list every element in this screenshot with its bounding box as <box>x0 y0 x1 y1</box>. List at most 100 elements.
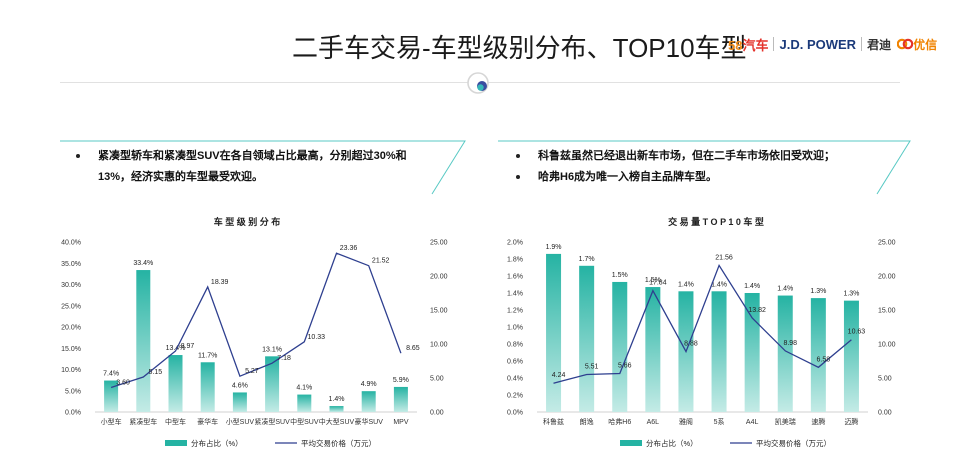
y-left-tick-label: 2.0% <box>507 240 523 247</box>
line-value-label: 8.88 <box>684 341 698 348</box>
legend-line-label: 平均交易价格（万元） <box>756 438 831 448</box>
y-right-tick-label: 25.00 <box>878 240 896 247</box>
chart-title: 车 型 级 别 分 布 <box>214 216 281 227</box>
bar <box>200 362 215 412</box>
logo-youxin: 优信 <box>913 37 938 52</box>
y-right-tick-label: 0.00 <box>878 410 892 417</box>
logo-jd-power: J.D. POWER <box>779 36 857 52</box>
y-left-tick-label: 40.0% <box>61 240 81 247</box>
bar <box>810 298 826 412</box>
note-line: 哈弗H6成为唯一入榜自主品牌车型。 <box>538 171 718 183</box>
legend-bar-swatch <box>620 440 642 446</box>
bar <box>579 265 595 412</box>
y-left-tick-label: 25.0% <box>61 303 81 310</box>
bar <box>645 287 661 412</box>
bar <box>361 391 376 412</box>
x-tick-label: 速腾 <box>811 417 825 426</box>
bar <box>711 291 727 412</box>
bar-value-label: 4.1% <box>296 385 312 392</box>
bar <box>136 270 151 412</box>
logo-jundi: 君迪 <box>867 37 892 52</box>
x-tick-label: 小型SUV <box>226 417 255 426</box>
y-right-tick-label: 20.00 <box>430 274 448 281</box>
y-left-tick-label: 15.0% <box>61 346 81 353</box>
summary-note-left: 紧凑型轿车和紧凑型SUV在各自领域占比最高，分别超过30%和 13%，经济实惠的… <box>60 140 480 195</box>
chart-level-distribution: 车 型 级 别 分 布 0.0% 5.0% 10.0% 15.0% 20.0% 25.0% 3… <box>61 216 448 448</box>
summary-note-right: 科鲁兹虽然已经退出新车市场，但在二手车市场依旧受欢迎； 哈弗H6成为唯一入榜自主… <box>498 140 918 195</box>
bar-value-label: 4.9% <box>361 381 377 388</box>
logo-58-auto: 58汽车 <box>728 37 769 53</box>
price-line <box>553 263 852 384</box>
bar-value-label: 1.3% <box>810 288 826 295</box>
y-left-tick-label: 20.0% <box>61 325 81 332</box>
bar <box>104 380 119 412</box>
line-value-label: 21.52 <box>372 258 390 265</box>
x-tick-label: 中型车 <box>165 417 186 426</box>
x-tick-label: 中型SUV <box>290 417 319 426</box>
bullet-dot <box>76 154 80 158</box>
logo-separator <box>773 37 775 51</box>
bar-value-label: 1.5% <box>612 272 628 279</box>
bar-value-label: 1.9% <box>546 244 562 251</box>
y-left-tick-label: 30.0% <box>61 282 81 289</box>
line-value-label: 21.56 <box>715 254 733 261</box>
line-value-label: 18.39 <box>211 279 229 286</box>
y-left-tick-label: 0.2% <box>507 393 523 400</box>
divider-ring-icon <box>467 72 489 94</box>
bar <box>168 355 183 412</box>
y-left-tick-label: 1.0% <box>507 325 523 332</box>
x-tick-label: 中大型SUV <box>319 417 355 426</box>
note-frame <box>498 140 911 195</box>
bar-value-label: 1.4% <box>744 283 760 290</box>
note-line: 紧凑型轿车和紧凑型SUV在各自领域占比最高，分别超过30%和 <box>98 150 407 162</box>
bar-value-label: 1.4% <box>777 286 793 293</box>
x-tick-label: 科鲁兹 <box>543 417 564 426</box>
y-left-tick-label: 1.8% <box>507 257 523 264</box>
y-right-tick-label: 10.00 <box>878 342 896 349</box>
y-right-tick-label: 5.00 <box>430 376 444 383</box>
bar <box>232 392 247 412</box>
y-left-tick-label: 0.8% <box>507 342 523 349</box>
line-value-label: 7.18 <box>277 355 291 362</box>
y-left-tick-label: 10.0% <box>61 367 81 374</box>
y-left-tick-label: 0.4% <box>507 376 523 383</box>
logo-separator <box>861 37 863 51</box>
y-right-tick-label: 10.00 <box>430 342 448 349</box>
x-tick-label: 小型车 <box>101 417 122 426</box>
line-value-label: 10.33 <box>308 334 326 341</box>
bar-value-label: 11.7% <box>198 352 217 359</box>
bar-value-label: 1.5% <box>645 277 661 284</box>
line-value-label: 5.15 <box>148 369 162 376</box>
x-tick-label: 豪华车 <box>197 417 218 426</box>
price-line <box>110 252 402 389</box>
line-value-label: 17.84 <box>649 280 667 287</box>
youxin-logo-icon <box>897 38 914 50</box>
bar <box>393 386 408 412</box>
y-left-tick-label: 5.0% <box>65 388 81 395</box>
bar <box>265 356 280 412</box>
x-tick-label: 雅阁 <box>679 417 693 426</box>
y-right-tick-label: 25.00 <box>430 240 448 247</box>
legend-line-label: 平均交易价格（万元） <box>301 438 376 448</box>
legend-bar-swatch <box>165 440 187 446</box>
bar <box>546 253 562 412</box>
bar-value-label: 1.4% <box>711 281 727 288</box>
line-value-label: 13.82 <box>748 307 766 314</box>
line-value-label: 8.97 <box>181 343 195 350</box>
bar <box>843 300 859 412</box>
y-left-tick-label: 35.0% <box>61 261 81 268</box>
chart-title: 交 易 量 T O P 1 0 车 型 <box>668 216 764 227</box>
y-left-tick-label: 1.6% <box>507 274 523 281</box>
x-tick-label: 豪华SUV <box>354 417 383 426</box>
y-right-tick-label: 5.00 <box>878 376 892 383</box>
y-right-tick-label: 0.00 <box>430 410 444 417</box>
bar-value-label: 13.4% <box>166 345 186 352</box>
bar-value-label: 1.3% <box>843 291 859 298</box>
line-value-label: 10.63 <box>848 329 866 336</box>
bar-value-label: 5.9% <box>393 377 409 384</box>
x-tick-label: MPV <box>393 419 409 426</box>
y-left-tick-label: 0.0% <box>507 410 523 417</box>
line-value-label: 4.24 <box>552 372 566 379</box>
bar-value-label: 33.4% <box>133 260 153 267</box>
x-tick-label: 紧凑型车 <box>129 417 157 426</box>
